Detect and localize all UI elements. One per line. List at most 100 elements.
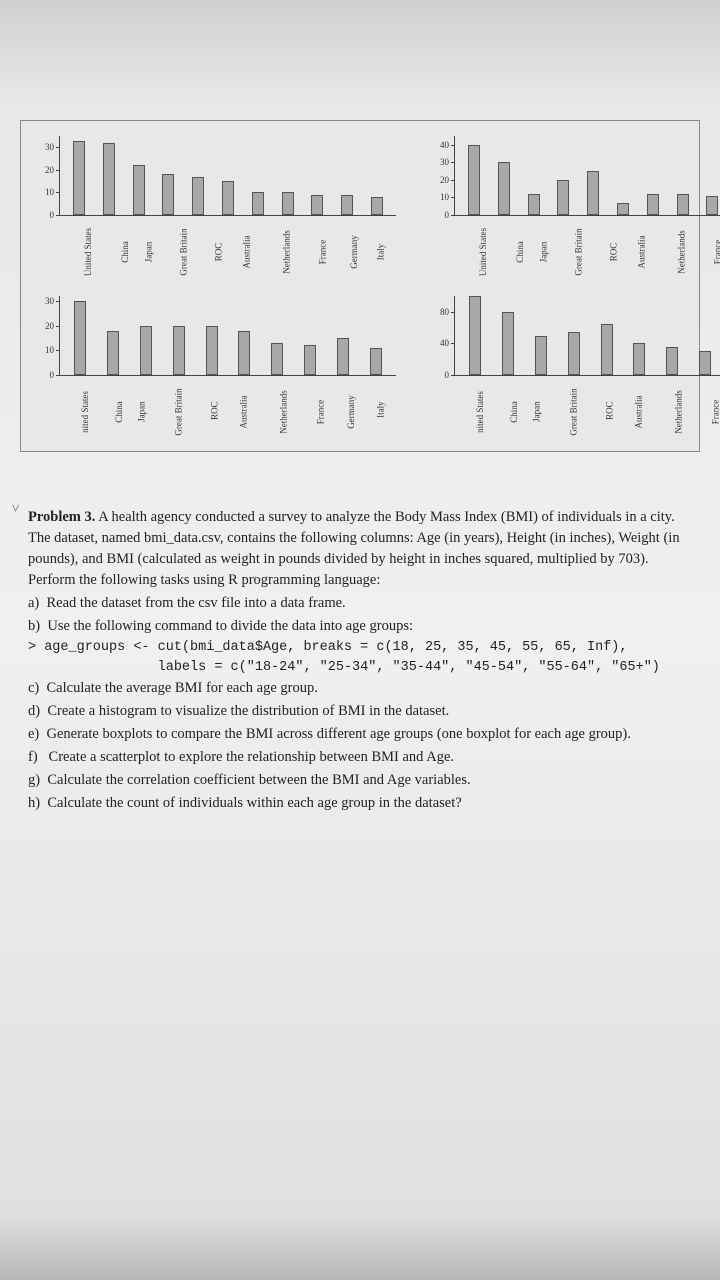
bar-slot xyxy=(590,296,623,375)
bar-slot xyxy=(303,136,333,215)
chart-bottom-left: 3020100nited StatesChinaJapanGreat Brita… xyxy=(31,296,396,446)
bar xyxy=(162,174,174,215)
chart-plot-area: 80400 xyxy=(454,296,720,376)
y-tick: 10 xyxy=(440,192,449,202)
bar-slot xyxy=(332,136,362,215)
x-axis-labels: United StatesChinaJapanGreat BritainROCA… xyxy=(454,216,720,286)
bar-slot xyxy=(64,296,97,375)
bar xyxy=(133,165,145,215)
y-axis: 403020100 xyxy=(425,136,453,215)
task-f: f) Create a scatterplot to explore the r… xyxy=(28,747,692,768)
y-tick: 40 xyxy=(440,140,449,150)
bar-slot xyxy=(525,296,558,375)
bar-slot xyxy=(64,136,94,215)
x-label: Germany xyxy=(714,233,720,269)
bar-slot xyxy=(243,136,273,215)
bar-slot xyxy=(608,136,638,215)
bar-slot xyxy=(97,296,130,375)
task-c: c) Calculate the average BMI for each ag… xyxy=(28,678,692,699)
problem-title: Problem 3. xyxy=(28,509,95,525)
bar xyxy=(73,141,85,215)
x-label xyxy=(356,250,426,252)
y-tick: 0 xyxy=(50,210,55,220)
bar-slot xyxy=(228,296,261,375)
y-axis: 3020100 xyxy=(30,136,58,215)
bar xyxy=(601,324,613,375)
bar-slot xyxy=(656,296,689,375)
y-tick: 10 xyxy=(45,187,54,197)
bar-slot xyxy=(459,296,492,375)
y-tick: 0 xyxy=(444,210,449,220)
bar-slot xyxy=(492,296,525,375)
bar xyxy=(371,197,383,215)
y-tick: 0 xyxy=(444,370,449,380)
bar-slot xyxy=(519,136,549,215)
bar xyxy=(222,181,234,215)
task-e: e) Generate boxplots to compare the BMI … xyxy=(28,724,692,745)
x-label: Germany xyxy=(711,393,720,429)
code-line-1: > age_groups <- cut(bmi_data$Age, breaks… xyxy=(28,639,692,657)
bar-slot xyxy=(326,296,359,375)
bar xyxy=(706,196,718,215)
y-tick: 20 xyxy=(440,175,449,185)
bar xyxy=(633,343,645,375)
bar-slot xyxy=(489,136,519,215)
chart-top-right: 403020100United StatesChinaJapanGreat Br… xyxy=(426,136,720,286)
bar-slot xyxy=(578,136,608,215)
x-axis-labels: United StatesChinaJapanGreat BritainROCA… xyxy=(59,216,396,286)
bar-slot xyxy=(697,136,720,215)
y-tick: 80 xyxy=(440,307,449,317)
x-label: Italy xyxy=(345,399,415,422)
task-a: a) Read the dataset from the csv file in… xyxy=(28,593,692,614)
chart-top-left: 3020100United StatesChinaJapanGreat Brit… xyxy=(31,136,396,286)
bar-slot xyxy=(362,136,392,215)
cursor-caret: > xyxy=(6,504,22,512)
y-tick: 30 xyxy=(45,142,54,152)
y-axis: 3020100 xyxy=(30,296,58,375)
bar xyxy=(271,343,283,375)
bar xyxy=(677,194,689,215)
bar-slot xyxy=(294,296,327,375)
bar-slot xyxy=(459,136,489,215)
bar-slot xyxy=(548,136,578,215)
bar-slot xyxy=(623,296,656,375)
bar xyxy=(252,192,264,215)
bar xyxy=(341,195,353,215)
bar xyxy=(103,143,115,215)
bar-slot xyxy=(195,296,228,375)
bar xyxy=(337,338,349,375)
bar xyxy=(107,331,119,375)
bar-slot xyxy=(689,296,720,375)
bar-slot xyxy=(273,136,303,215)
y-tick: 40 xyxy=(440,338,449,348)
task-g: g) Calculate the correlation coefficient… xyxy=(28,770,692,791)
y-tick: 30 xyxy=(45,296,54,306)
y-tick: 20 xyxy=(45,321,54,331)
bar xyxy=(304,345,316,375)
bar xyxy=(617,203,629,215)
bar-slot xyxy=(213,136,243,215)
bar xyxy=(535,336,547,376)
x-axis-labels: nited StatesChinaJapanGreat BritainROCAu… xyxy=(454,376,720,446)
chart-plot-area: 403020100 xyxy=(454,136,720,216)
bar xyxy=(238,331,250,375)
bar xyxy=(647,194,659,215)
x-axis-labels: nited StatesChinaJapanGreat BritainROCAu… xyxy=(59,376,396,446)
y-tick: 20 xyxy=(45,165,54,175)
bar xyxy=(206,326,218,375)
chart-plot-area: 3020100 xyxy=(59,296,396,376)
y-tick: 0 xyxy=(50,370,55,380)
task-h: h) Calculate the count of individuals wi… xyxy=(28,793,692,814)
bar xyxy=(568,332,580,375)
y-axis: 80400 xyxy=(425,296,453,375)
bar xyxy=(469,296,481,375)
bar xyxy=(557,180,569,215)
y-tick: 30 xyxy=(440,157,449,167)
bar-slot xyxy=(124,136,154,215)
code-line-2: labels = c("18-24", "25-34", "35-44", "4… xyxy=(28,659,692,677)
intro-text: A health agency conducted a survey to an… xyxy=(28,509,680,588)
y-tick: 10 xyxy=(45,345,54,355)
bar-slot xyxy=(261,296,294,375)
chart-plot-area: 3020100 xyxy=(59,136,396,216)
bar-slot xyxy=(557,296,590,375)
